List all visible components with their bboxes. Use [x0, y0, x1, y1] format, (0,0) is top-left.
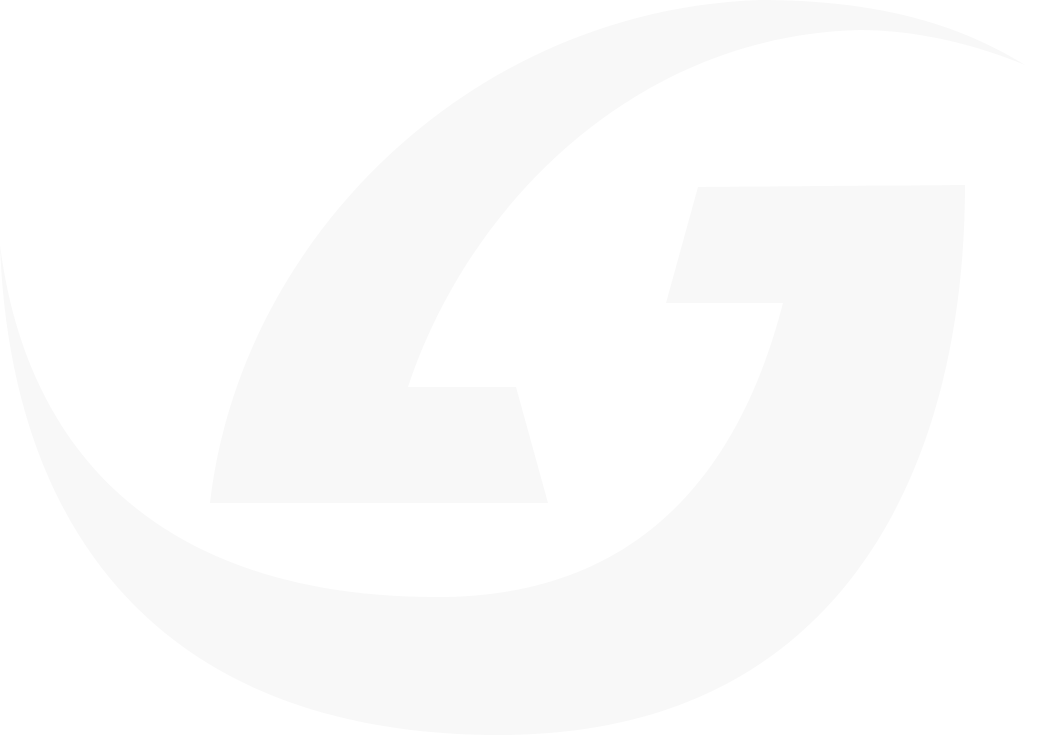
logo-upper-arc: [210, 0, 1025, 503]
logo-lower-swoosh: [0, 185, 965, 735]
